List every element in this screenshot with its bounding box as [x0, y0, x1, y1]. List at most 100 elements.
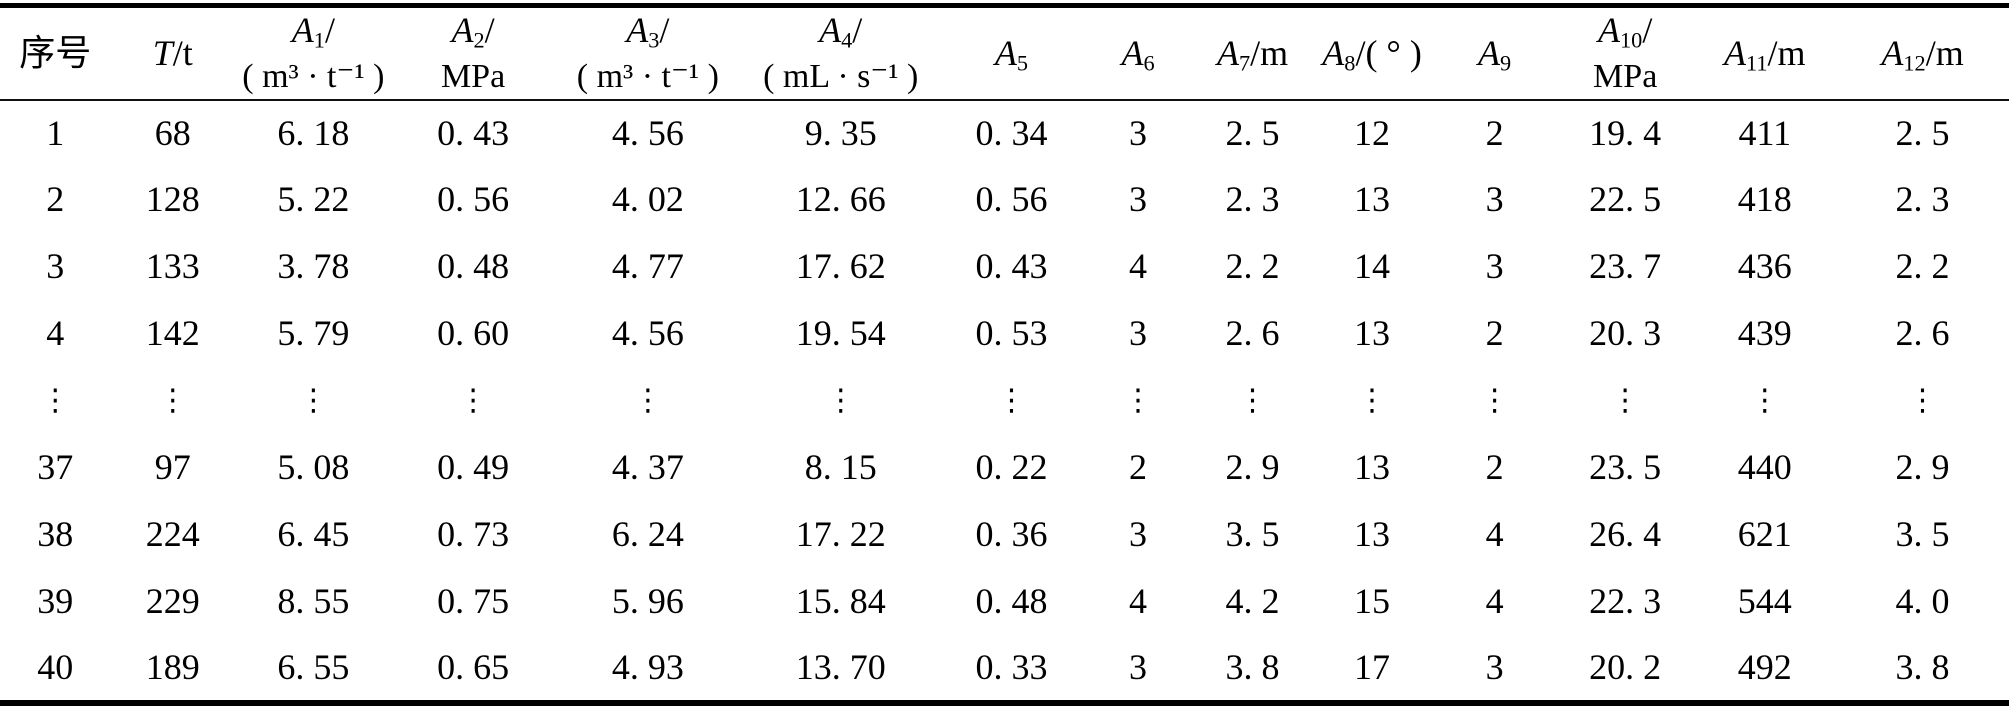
header-subscript: 4 [841, 27, 853, 53]
table-cell: 13 [1354, 313, 1391, 354]
table-cell: 189 [145, 646, 200, 687]
table-cell: 411 [1738, 112, 1792, 153]
ellipsis-cell: ⋮ [298, 382, 329, 418]
column-header-A9: A9 [1432, 6, 1557, 100]
header-subscript: 6 [1143, 50, 1155, 76]
header-line1: A10/ [1557, 10, 1694, 51]
column-header-A2: A2/MPa [392, 6, 555, 100]
table-cell: 6. 18 [277, 112, 350, 153]
table-cell: 5. 96 [611, 581, 684, 622]
header-unit-suffix: / [659, 10, 670, 50]
column-header-A8: A8/( ° ) [1312, 6, 1433, 100]
table-cell: 0. 48 [975, 581, 1048, 622]
table-cell: 128 [145, 179, 200, 220]
table-cell: 40 [37, 646, 74, 687]
table-cell: 142 [145, 313, 200, 354]
table-cell: 19. 4 [1589, 112, 1662, 153]
table-cell: 2 [1485, 447, 1504, 488]
table-cell: 133 [145, 246, 200, 287]
table-cell: 0. 36 [975, 514, 1048, 555]
header-subscript: 5 [1016, 50, 1029, 76]
header-unit-line: MPa [440, 58, 506, 96]
header-unit-suffix: / [484, 10, 495, 50]
table-cell: 0. 33 [975, 646, 1048, 687]
table-cell: 2 [1485, 112, 1504, 153]
table-cell: 3 [1129, 112, 1148, 153]
header-line1: T/t [110, 33, 235, 74]
header-variable: A [1121, 32, 1144, 73]
table-cell: 3 [46, 246, 65, 287]
header-variable: A [1881, 32, 1904, 73]
header-variable: A [291, 10, 314, 50]
table-cell: 2. 3 [1895, 179, 1950, 220]
table-cell: 6. 45 [277, 514, 350, 555]
ellipsis-cell: ⋮ [1749, 382, 1780, 418]
table-cell: 20. 3 [1589, 313, 1662, 354]
table-cell: 2. 3 [1225, 179, 1280, 220]
table-cell: 2. 9 [1895, 447, 1950, 488]
table-cell: 26. 4 [1589, 514, 1662, 555]
header-line1: A2/ [392, 10, 555, 51]
table-cell: 0. 43 [437, 112, 510, 153]
table-row: 39 229 8. 55 0. 75 5. 96 15. 84 0. 48 4 4. 2 15 4 2… [0, 569, 2009, 636]
table-cell: 5. 08 [277, 447, 350, 488]
ellipsis-cell: ⋮ [1479, 382, 1510, 418]
table-cell: 2. 9 [1225, 447, 1280, 488]
table-cell: 440 [1737, 447, 1792, 488]
table-cell: 9. 35 [804, 112, 877, 153]
table-cell: 23. 5 [1589, 447, 1662, 488]
header-variable: A [994, 32, 1017, 73]
ellipsis-cell: ⋮ [996, 382, 1027, 418]
table-cell: 0. 73 [437, 514, 510, 555]
table-cell: 13 [1354, 179, 1391, 220]
column-header-A10: A10/MPa [1557, 6, 1694, 100]
table-cell: 13 [1354, 514, 1391, 555]
header-subscript: 8 [1344, 50, 1356, 76]
table-cell: 3 [1485, 646, 1504, 687]
header-unit-line: ( mL · s⁻¹ ) [763, 58, 919, 96]
column-header-A7: A7/m [1193, 6, 1312, 100]
table-cell: 6. 24 [611, 514, 684, 555]
table-cell: 17. 22 [795, 514, 886, 555]
table-cell: 3. 8 [1225, 646, 1280, 687]
table-cell: 0. 56 [437, 179, 510, 220]
header-unit-suffix: / [852, 10, 863, 50]
table-cell: 4 [1485, 514, 1504, 555]
header-subscript: 12 [1903, 50, 1926, 76]
ellipsis-cell: ⋮ [825, 382, 856, 418]
table-cell: 12 [1354, 112, 1391, 153]
table-header: 序号 T/t A1/( m³ · t⁻¹ ) A2/MPa A3/( m³ · t⁻¹ … [0, 6, 2009, 100]
table-cell: 8. 55 [277, 581, 350, 622]
ellipsis-cell: ⋮ [1610, 382, 1641, 418]
table-cell: 2. 2 [1225, 246, 1280, 287]
ellipsis-cell: ⋮ [40, 382, 71, 418]
table-cell: 5. 79 [277, 313, 350, 354]
header-line1: A11/m [1693, 33, 1836, 74]
ellipsis-cell: ⋮ [1237, 382, 1268, 418]
table-cell: 23. 7 [1589, 246, 1662, 287]
ellipsis-cell: ⋮ [632, 382, 663, 418]
header-unit-suffix: / [324, 10, 335, 50]
column-header-A4: A4/ ( mL · s⁻¹ ) [741, 6, 940, 100]
table-cell: 0. 53 [975, 313, 1048, 354]
table-cell: 19. 54 [795, 313, 886, 354]
column-header-T: T/t [110, 6, 235, 100]
column-header-A11: A11/m [1693, 6, 1836, 100]
table-cell: 5. 22 [277, 179, 350, 220]
header-subscript: 2 [473, 27, 485, 53]
table-cell: 13. 70 [795, 646, 886, 687]
header-subscript: 9 [1500, 50, 1512, 76]
column-header-A1: A1/ ( m³ · t⁻¹ ) [235, 6, 392, 100]
header-unit-suffix: / [1642, 10, 1653, 50]
table-cell: 4 [1129, 246, 1148, 287]
ellipsis-cell: ⋮ [458, 382, 489, 418]
header-unit-line: MPa [1593, 58, 1658, 96]
table-cell: 2 [1129, 447, 1148, 488]
table-cell: 17 [1354, 646, 1391, 687]
header-unit-suffix: /m [1925, 32, 1964, 73]
table-cell: 3. 5 [1225, 514, 1280, 555]
header-variable: A [1598, 10, 1620, 50]
table-cell: 0. 65 [437, 646, 510, 687]
table-cell: 492 [1737, 646, 1792, 687]
header-unit-suffix: /( ° ) [1355, 32, 1422, 73]
